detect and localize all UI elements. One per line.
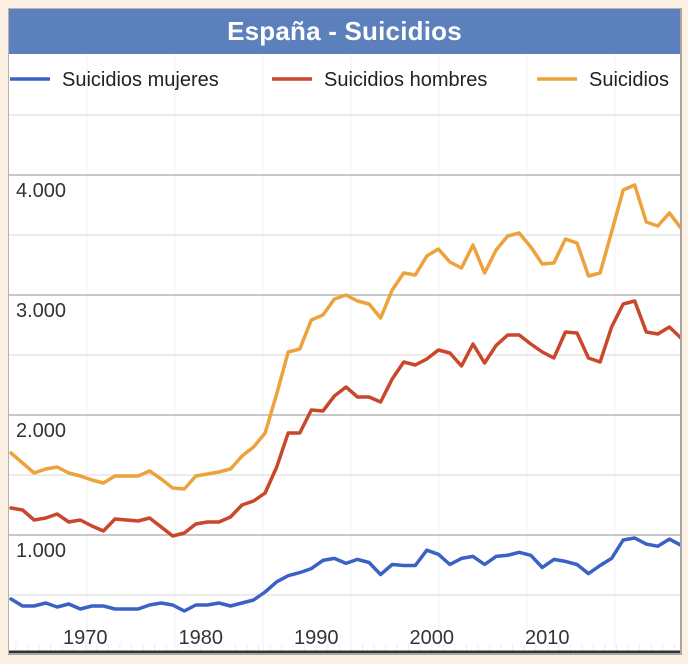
y-tick-label: 2.000 xyxy=(16,420,66,442)
series-line xyxy=(9,299,680,538)
x-axis: 1970 1980 1990 2000 2010 xyxy=(9,627,680,653)
x-tick-label: 1990 xyxy=(294,627,339,649)
series-lines xyxy=(9,183,680,613)
chart-frame: España - Suicidios Suicidios mujeres Suic… xyxy=(8,8,682,655)
y-tick-label: 3.000 xyxy=(16,300,66,322)
legend-label: Suicidios hombres xyxy=(324,69,487,91)
x-tick-label: 2010 xyxy=(525,627,570,649)
chart-title: España - Suicidios xyxy=(9,9,680,54)
series-line xyxy=(9,536,680,613)
legend-label: Suicidios mujeres xyxy=(62,69,219,91)
legend: Suicidios mujeres Suicidios hombres Suicid… xyxy=(10,69,669,91)
y-axis-labels: 1.000 2.000 3.000 4.000 xyxy=(16,180,66,562)
series-line xyxy=(9,183,680,491)
x-tick-label: 2000 xyxy=(410,627,455,649)
line-chart: Suicidios mujeres Suicidios hombres Suicid… xyxy=(9,54,680,653)
y-tick-label: 4.000 xyxy=(16,180,66,202)
x-tick-label: 1980 xyxy=(179,627,224,649)
x-tick-label: 1970 xyxy=(63,627,108,649)
horizontal-gridlines xyxy=(9,114,680,596)
y-tick-label: 1.000 xyxy=(16,540,66,562)
legend-label: Suicidios xyxy=(589,69,669,91)
